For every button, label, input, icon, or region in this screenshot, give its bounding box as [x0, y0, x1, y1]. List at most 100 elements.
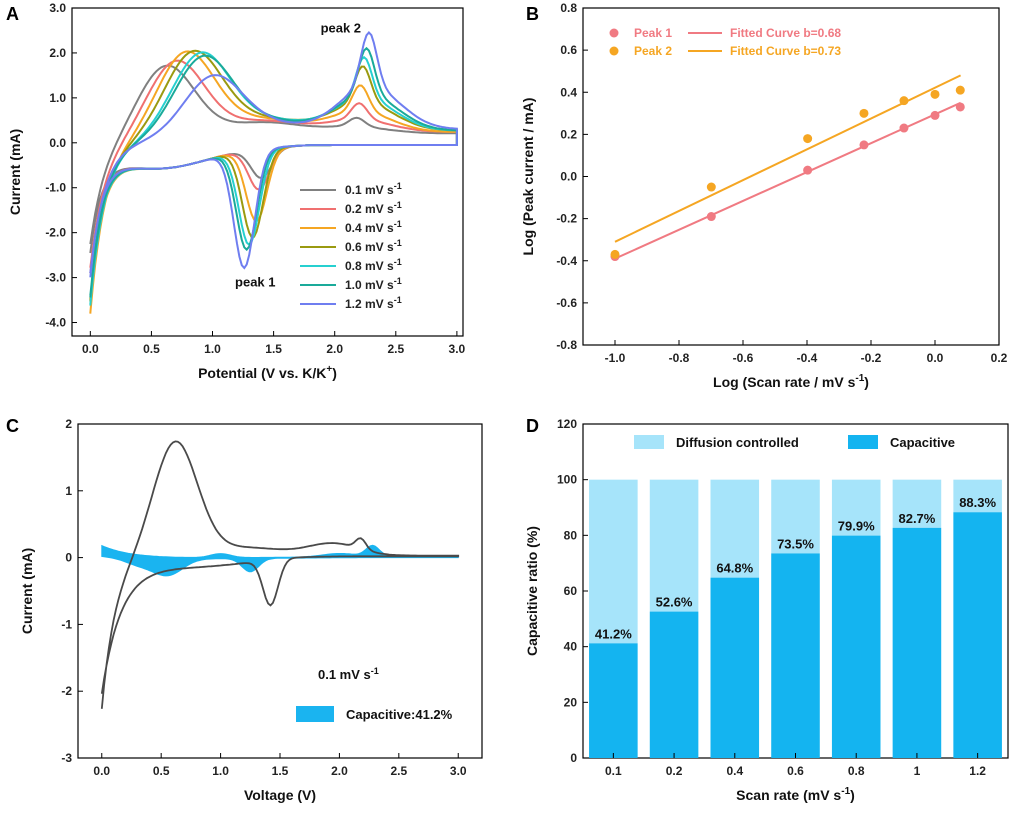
bar-diffusion — [831, 479, 881, 536]
legend-swatch — [634, 435, 664, 449]
peak-annotation-1: peak 2 — [321, 21, 361, 36]
bar-diffusion — [953, 479, 1002, 513]
x-tick-label: 2.0 — [326, 342, 343, 356]
fit-line-1 — [614, 101, 962, 260]
x-axis-label: Voltage (V) — [244, 787, 316, 803]
y-axis-label: Log (Peak current / mA) — [520, 98, 536, 256]
data-point-peak2 — [859, 108, 869, 118]
legend-marker — [609, 28, 619, 38]
y-tick-label: 100 — [557, 473, 577, 487]
cv-curve-0-8 — [89, 51, 458, 306]
y-tick-label: 0.2 — [560, 127, 577, 141]
y-tick-label: 2 — [65, 417, 72, 431]
y-tick-label: 0 — [570, 751, 577, 765]
bar-diffusion — [771, 479, 820, 554]
y-axis-label: Capacitive ratio (%) — [524, 526, 540, 656]
y-tick-label: 1 — [65, 484, 72, 498]
y-tick-label: 0.8 — [560, 1, 577, 15]
legend-label: Capacitive — [890, 435, 955, 450]
legend-label: Peak 2 — [634, 44, 672, 58]
x-tick-label: -0.4 — [797, 351, 818, 365]
panel-label-b: B — [526, 4, 539, 24]
data-point-peak2 — [955, 85, 965, 95]
cv-curve-0-6 — [89, 49, 458, 302]
x-tick-label: 1.5 — [272, 764, 289, 778]
data-point-peak2 — [706, 182, 716, 192]
data-point-peak1 — [899, 123, 909, 133]
y-tick-label: 2.0 — [49, 46, 66, 60]
y-tick-label: 0.4 — [560, 85, 577, 99]
data-point-peak1 — [955, 102, 965, 112]
cv-curve-1-2 — [89, 30, 458, 278]
data-point-peak2 — [899, 96, 909, 106]
y-tick-label: 3.0 — [49, 1, 66, 15]
bar-capacitive — [953, 512, 1002, 758]
bar-capacitive — [710, 577, 760, 758]
bar-value-label: 73.5% — [777, 536, 814, 551]
x-tick-label: 0.2 — [991, 351, 1008, 365]
x-tick-label: 0.8 — [848, 764, 865, 778]
legend-label: 1.0 mV s-1 — [345, 276, 402, 292]
legend-swatch — [848, 435, 878, 449]
y-axis-label: Current (mA) — [19, 548, 35, 634]
data-point-peak1 — [706, 212, 716, 222]
x-tick-label: 2.5 — [390, 764, 407, 778]
x-tick-label: 0.2 — [666, 764, 683, 778]
y-tick-label: 80 — [564, 528, 578, 542]
panel-d-capacitive-ratio-bars: 0 20 40 60 80 100 120 Scan rate (mV s-1) Capacit… — [524, 417, 1009, 803]
data-point-peak2 — [803, 134, 813, 144]
panel-a-cv-curves: 0.0 0.5 1.0 1.5 2.0 2.5 3.0 -4.0 -3.0 -2.0 -1.0 0.0… — [7, 1, 466, 381]
panel-label-a: A — [6, 4, 19, 24]
y-tick-label: 0.6 — [560, 43, 577, 57]
bar-capacitive — [831, 535, 881, 758]
y-tick-label: 40 — [564, 640, 578, 654]
y-tick-label: -1 — [61, 617, 72, 631]
x-tick-label: 1 — [914, 764, 921, 778]
y-tick-label: 1.0 — [49, 91, 66, 105]
data-point-peak2 — [610, 249, 620, 259]
legend-label: 0.4 mV s-1 — [345, 219, 402, 235]
panel-label-c: C — [6, 416, 19, 436]
plot-frame — [71, 7, 464, 337]
bar-diffusion — [649, 479, 699, 612]
legend-label: 0.1 mV s-1 — [345, 181, 402, 197]
bar-value-label: 79.9% — [838, 519, 875, 534]
x-axis-label: Log (Scan rate / mV s-1) — [713, 373, 869, 390]
y-tick-label: 20 — [564, 695, 578, 709]
bar-diffusion — [710, 479, 760, 578]
legend-swatch — [296, 706, 334, 722]
bar-capacitive — [589, 643, 638, 758]
x-tick-label: 1.0 — [212, 764, 229, 778]
bar-capacitive — [771, 553, 820, 758]
panel-b-log-fit: -1.0 -0.8 -0.6 -0.4 -0.2 0.0 0.2 -0.8 -0.6 -0.4 -0… — [520, 1, 1008, 390]
legend-label: Peak 1 — [634, 26, 672, 40]
x-tick-label: 1.5 — [265, 342, 282, 356]
data-point-peak1 — [859, 140, 869, 150]
y-axis-label: Current (mA) — [7, 129, 23, 215]
legend-label: 0.6 mV s-1 — [345, 238, 402, 254]
x-tick-label: -0.8 — [669, 351, 690, 365]
x-tick-label: 1.0 — [204, 342, 221, 356]
y-tick-label: -0.2 — [556, 212, 577, 226]
y-tick-label: -3 — [61, 751, 72, 765]
capacitive-area — [101, 544, 459, 577]
y-tick-label: 0.0 — [560, 170, 577, 184]
y-tick-label: 60 — [564, 584, 578, 598]
bar-value-label: 52.6% — [656, 595, 693, 610]
panel-c-capacitive-cv: 0.0 0.5 1.0 1.5 2.0 2.5 3.0 -3 -2 -1 0 1 2 Voltage (V… — [19, 417, 483, 803]
legend-marker — [609, 46, 619, 56]
y-tick-label: 120 — [557, 417, 577, 431]
legend-label: 0.2 mV s-1 — [345, 200, 402, 216]
x-tick-label: 0.1 — [605, 764, 622, 778]
y-tick-label: -2 — [61, 684, 72, 698]
fit-line-2 — [614, 74, 962, 243]
bar-value-label: 82.7% — [898, 511, 935, 526]
y-tick-label: -2.0 — [45, 226, 66, 240]
bar-capacitive — [649, 611, 699, 758]
data-point-peak2 — [930, 89, 940, 99]
legend-label: 0.8 mV s-1 — [345, 257, 402, 273]
peak-annotation-2: peak 1 — [235, 275, 275, 290]
y-tick-label: 0 — [65, 551, 72, 565]
x-axis-label: Scan rate (mV s-1) — [736, 786, 855, 803]
bar-diffusion — [589, 479, 638, 644]
